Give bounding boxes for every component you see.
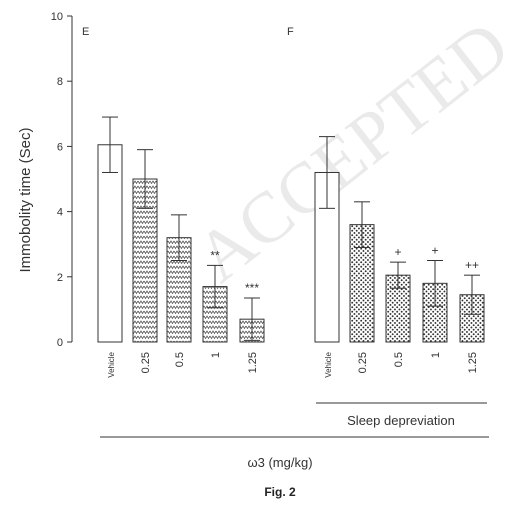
figure-caption: Fig. 2	[264, 485, 296, 499]
y-tick-label: 8	[57, 76, 63, 88]
significance-label: ***	[245, 281, 259, 295]
category-label: 0.5	[393, 352, 405, 367]
panel-letter: E	[82, 26, 89, 38]
watermark-text: ACCEPTED	[181, 5, 507, 297]
dose-group-label: ω3 (mg/kg)	[247, 455, 312, 470]
bars-layer: E Vehicle 0.25 0.5 ** 1 *** 1.25 F Vehicle 0.25 +0.…	[82, 26, 485, 378]
category-label: 1	[430, 352, 442, 358]
y-tick-label: 6	[57, 141, 63, 153]
category-label: 1.25	[467, 352, 479, 373]
bar	[202, 286, 228, 343]
sleep-group-label: Sleep depreviation	[347, 413, 455, 428]
bar	[97, 144, 123, 343]
significance-label: **	[210, 248, 220, 262]
y-tick-label: 0	[57, 337, 63, 349]
category-label: 1.25	[247, 352, 259, 373]
y-tick-label: 4	[57, 207, 63, 219]
significance-label: +	[394, 245, 401, 259]
y-tick-label: 2	[57, 272, 63, 284]
category-label: 0.25	[140, 352, 152, 373]
category-label: 0.5	[174, 352, 186, 367]
panel-letter: F	[287, 26, 294, 38]
category-label: 1	[210, 352, 222, 358]
y-axis-ticks: 0 2 4 6 8 10	[51, 11, 72, 349]
significance-label: +	[431, 244, 438, 258]
category-label: Vehicle	[324, 351, 333, 377]
category-label: 0.25	[357, 352, 369, 373]
y-tick-label: 10	[51, 11, 63, 23]
significance-label: ++	[465, 258, 479, 272]
y-axis-title: Immobolity time (Sec)	[17, 127, 34, 272]
category-label: Vehicle	[107, 351, 116, 377]
